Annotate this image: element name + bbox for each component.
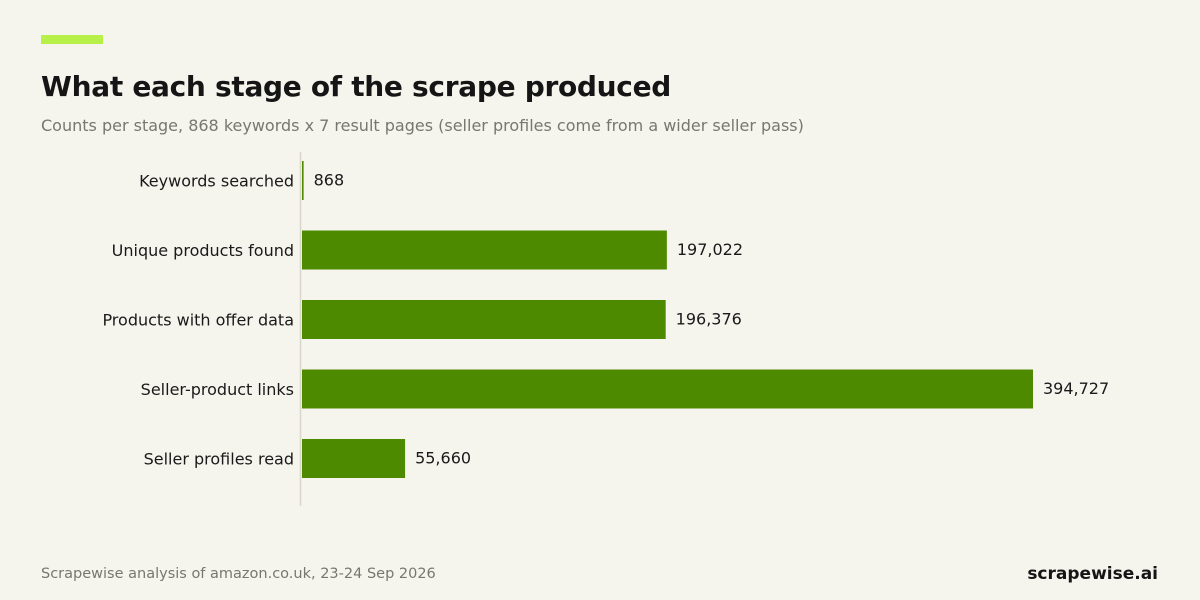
- category-label: Seller profiles read: [144, 450, 294, 469]
- category-label: Products with offer data: [102, 311, 294, 330]
- bar[interactable]: [302, 369, 1033, 409]
- brand-logo[interactable]: scrapewise.ai: [1027, 564, 1158, 584]
- bar-chart: Keywords searched 868 Unique products foun…: [102, 152, 1109, 506]
- value-label: 868: [314, 171, 345, 190]
- bar[interactable]: [302, 161, 304, 200]
- chart-title: What each stage of the scrape produced: [41, 70, 672, 103]
- source-note: Scrapewise analysis of amazon.co.uk, 23-…: [41, 566, 436, 582]
- value-label: 197,022: [677, 240, 743, 259]
- bar[interactable]: [302, 300, 666, 339]
- category-label: Keywords searched: [139, 172, 294, 191]
- accent-bar: [41, 35, 103, 44]
- value-label: 394,727: [1043, 379, 1109, 398]
- chart-subtitle: Counts per stage, 868 keywords x 7 resul…: [41, 116, 804, 135]
- value-label: 55,660: [415, 449, 471, 468]
- bar[interactable]: [302, 230, 667, 270]
- bar[interactable]: [302, 439, 406, 478]
- category-label: Unique products found: [112, 241, 294, 260]
- category-label: Seller-product links: [141, 380, 294, 399]
- value-label: 196,376: [676, 310, 742, 329]
